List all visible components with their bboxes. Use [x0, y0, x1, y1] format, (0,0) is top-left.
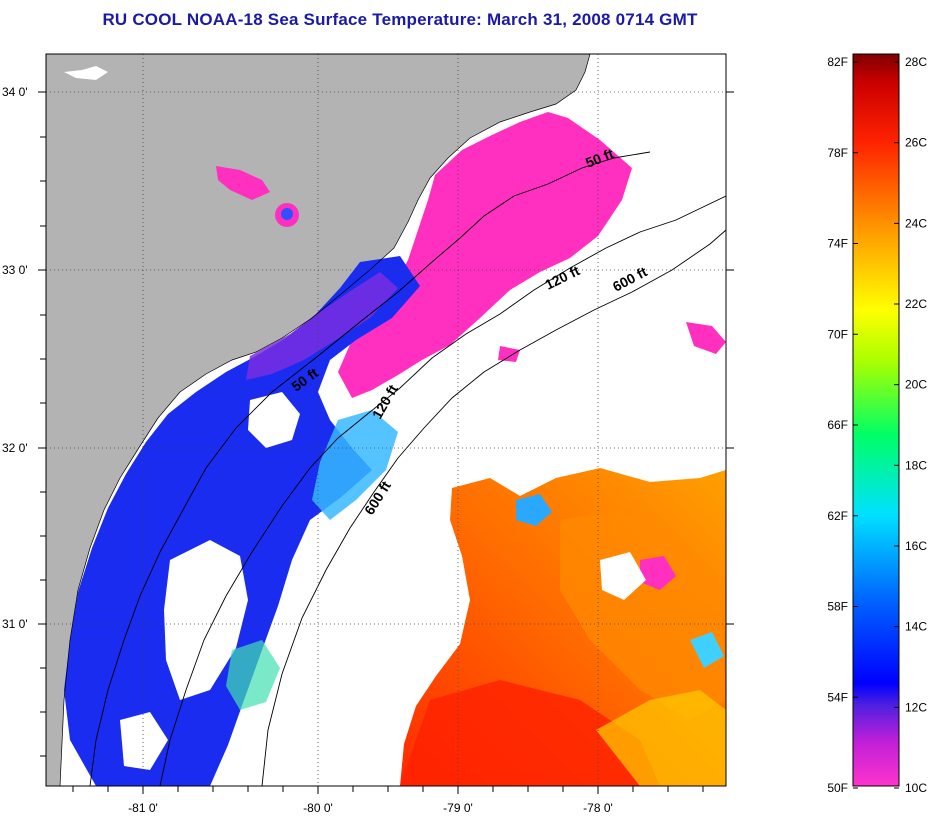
colorbar-c-label: 14C: [905, 620, 927, 634]
lon-label-79: -79 0': [443, 801, 473, 815]
map-title: RU COOL NOAA-18 Sea Surface Temperature:…: [102, 10, 698, 29]
colorbar-f-label: 74F: [827, 237, 848, 251]
colorbar-c-label: 18C: [905, 458, 927, 472]
sst-cool-pocket-3: [690, 632, 724, 668]
lat-label-34: 34 0': [2, 85, 28, 99]
cloud-gap-3: [120, 712, 168, 770]
colorbar-f-label: 50F: [827, 781, 848, 795]
colorbar-f-label: 54F: [827, 690, 848, 704]
colorbar-f-label: 62F: [827, 509, 848, 523]
sst-violet-coastal: [246, 272, 398, 380]
colorbar-ticks: [853, 61, 899, 789]
coastline: [59, 54, 591, 786]
colorbar-c-label: 22C: [905, 297, 927, 311]
cloud-gap-2: [248, 392, 300, 448]
sst-cyan-shelf: [312, 410, 398, 520]
lon-label-78: -78 0': [583, 801, 613, 815]
sst-cool-pocket-2: [640, 556, 676, 590]
isobath-lines: [89, 151, 726, 786]
colorbar-celsius-labels: 28C 26C 24C 22C 20C 18C 16C 14C 12C 10C: [905, 55, 927, 795]
lon-label-80: -80 0': [303, 801, 333, 815]
lat-label-32: 32 0': [2, 441, 28, 455]
sst-pink-patch-4: [498, 346, 520, 362]
isobath-600ft: [261, 229, 726, 786]
colorbar: [852, 53, 900, 787]
lat-label-31: 31 0': [2, 617, 28, 631]
graticule: [46, 54, 726, 786]
sst-pink-patch-1: [216, 166, 270, 200]
axis-ticks: [38, 91, 734, 794]
map-frame: [45, 53, 727, 787]
colorbar-fahrenheit-labels: 82F 78F 74F 70F 66F 62F 58F 54F 50F: [827, 55, 848, 795]
colorbar-c-label: 24C: [905, 216, 927, 230]
land-mass: [46, 54, 590, 786]
colorbar-f-label: 58F: [827, 600, 848, 614]
sst-blue-coastal: [64, 256, 420, 786]
colorbar-c-label: 16C: [905, 539, 927, 553]
sst-pink-patch-3: [686, 322, 726, 354]
sst-blue-patch: [281, 208, 293, 220]
colorbar-c-label: 20C: [905, 378, 927, 392]
sst-yellow-core: [596, 690, 726, 786]
colorbar-c-label: 28C: [905, 55, 927, 69]
lake: [64, 66, 108, 80]
colorbar-c-label: 10C: [905, 781, 927, 795]
lon-label-81: -81 0': [128, 801, 158, 815]
colorbar-f-label: 78F: [827, 146, 848, 160]
sst-green-shelf: [226, 640, 280, 710]
colorbar-f-label: 70F: [827, 327, 848, 341]
cloud-gap-1: [164, 540, 248, 700]
sst-warm-red-core: [400, 680, 660, 786]
isobath-120ft: [159, 195, 726, 786]
isobath-50ft: [89, 151, 651, 786]
colorbar-c-label: 12C: [905, 700, 927, 714]
colorbar-f-label: 66F: [827, 418, 848, 432]
sst-cool-pocket-1: [516, 494, 552, 526]
lat-label-33: 33 0': [2, 263, 28, 277]
colorbar-c-label: 26C: [905, 136, 927, 150]
sst-cold-pink-north: [338, 112, 632, 398]
cloud-gap-4: [600, 552, 646, 600]
colorbar-f-label: 82F: [827, 55, 848, 69]
